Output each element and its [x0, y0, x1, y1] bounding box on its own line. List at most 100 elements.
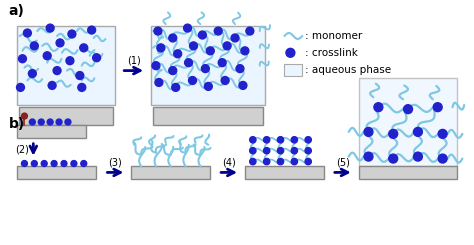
Bar — [153, 107, 263, 125]
Circle shape — [78, 84, 86, 91]
Circle shape — [264, 147, 270, 154]
Circle shape — [154, 27, 162, 35]
Circle shape — [46, 24, 54, 32]
Circle shape — [92, 54, 100, 62]
Bar — [17, 125, 86, 138]
Circle shape — [433, 103, 442, 112]
Text: : crosslink: : crosslink — [305, 48, 358, 58]
Circle shape — [305, 158, 311, 165]
Circle shape — [250, 158, 256, 165]
Circle shape — [169, 34, 177, 42]
Circle shape — [23, 29, 31, 37]
Circle shape — [218, 59, 226, 67]
Circle shape — [190, 42, 198, 50]
Circle shape — [31, 160, 37, 167]
Circle shape — [389, 154, 398, 163]
Circle shape — [17, 84, 25, 91]
Circle shape — [250, 137, 256, 143]
Circle shape — [76, 72, 84, 79]
Text: (2): (2) — [16, 145, 29, 155]
Bar — [359, 77, 457, 167]
Bar — [17, 26, 115, 105]
Circle shape — [364, 127, 373, 136]
Circle shape — [157, 44, 165, 52]
Circle shape — [214, 27, 222, 35]
Circle shape — [204, 83, 212, 90]
Circle shape — [48, 82, 56, 89]
Circle shape — [221, 76, 229, 85]
Circle shape — [239, 82, 247, 89]
Circle shape — [66, 57, 74, 65]
Text: (1): (1) — [127, 56, 141, 66]
Circle shape — [174, 50, 182, 58]
Circle shape — [88, 26, 96, 34]
Circle shape — [413, 152, 422, 161]
Circle shape — [305, 137, 311, 143]
Circle shape — [241, 47, 249, 55]
Circle shape — [264, 137, 270, 143]
Circle shape — [18, 55, 27, 63]
Circle shape — [250, 147, 256, 154]
Circle shape — [21, 160, 27, 167]
Text: b): b) — [9, 117, 25, 131]
Circle shape — [81, 160, 87, 167]
Circle shape — [172, 84, 180, 91]
Circle shape — [277, 147, 283, 154]
Bar — [151, 26, 264, 105]
Circle shape — [28, 70, 36, 77]
Bar — [18, 107, 113, 125]
Circle shape — [65, 119, 71, 125]
Circle shape — [291, 147, 298, 154]
Circle shape — [21, 113, 27, 119]
Bar — [245, 167, 324, 179]
Text: (4): (4) — [222, 158, 236, 168]
Circle shape — [56, 39, 64, 47]
Circle shape — [61, 160, 67, 167]
Text: : aqueous phase: : aqueous phase — [305, 65, 392, 75]
Circle shape — [364, 152, 373, 161]
Circle shape — [68, 30, 76, 38]
Bar — [284, 64, 302, 75]
Circle shape — [236, 65, 244, 73]
Circle shape — [246, 27, 254, 35]
Text: (5): (5) — [336, 158, 350, 168]
Circle shape — [438, 154, 447, 163]
Circle shape — [403, 105, 412, 114]
Circle shape — [30, 42, 38, 50]
Circle shape — [374, 103, 383, 112]
Circle shape — [438, 129, 447, 138]
Circle shape — [51, 160, 57, 167]
Circle shape — [286, 48, 295, 57]
Circle shape — [199, 31, 206, 39]
Circle shape — [184, 59, 192, 67]
Circle shape — [389, 129, 398, 138]
Circle shape — [183, 24, 191, 32]
Circle shape — [206, 47, 214, 55]
Text: : monomer: : monomer — [305, 31, 363, 41]
Circle shape — [56, 119, 62, 125]
Circle shape — [201, 65, 210, 73]
Circle shape — [291, 158, 298, 165]
Bar — [359, 167, 457, 179]
Circle shape — [277, 158, 283, 165]
Circle shape — [231, 34, 239, 42]
Circle shape — [277, 137, 283, 143]
Bar — [131, 167, 210, 179]
Circle shape — [169, 67, 177, 74]
Bar — [17, 167, 96, 179]
Circle shape — [71, 160, 77, 167]
Text: a): a) — [9, 4, 25, 18]
Circle shape — [43, 52, 51, 60]
Text: (3): (3) — [109, 158, 122, 168]
Circle shape — [80, 44, 88, 52]
Circle shape — [264, 158, 270, 165]
Circle shape — [53, 67, 61, 74]
Circle shape — [155, 78, 163, 86]
Circle shape — [152, 62, 160, 70]
Circle shape — [413, 127, 422, 136]
Circle shape — [41, 160, 47, 167]
Circle shape — [223, 42, 231, 50]
Circle shape — [38, 119, 44, 125]
Circle shape — [47, 119, 53, 125]
Circle shape — [291, 137, 298, 143]
